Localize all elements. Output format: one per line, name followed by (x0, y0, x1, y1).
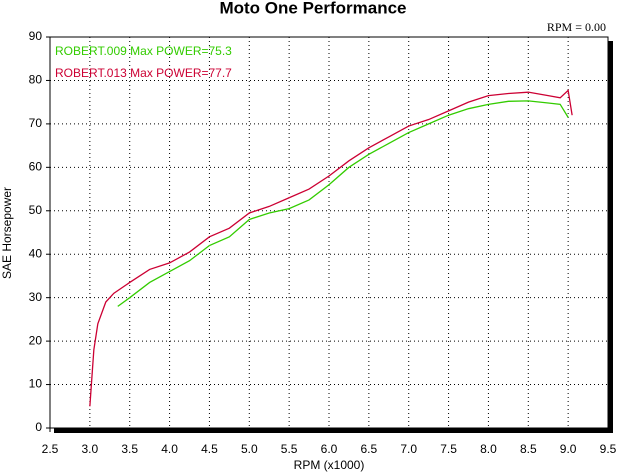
x-tick-label: 5.0 (241, 442, 258, 456)
y-axis-label: SAE Horsepower (0, 187, 14, 279)
x-tick-label: 8.5 (520, 442, 537, 456)
x-tick-label: 9.0 (560, 442, 577, 456)
legend-entry: ROBERT.009 Max POWER=75.3 (55, 44, 232, 58)
y-tick-label: 40 (29, 246, 43, 260)
y-tick-label: 30 (29, 290, 43, 304)
y-tick-label: 90 (29, 29, 43, 43)
x-tick-label: 7.5 (440, 442, 457, 456)
x-tick-label: 6.0 (321, 442, 338, 456)
frame-shadow (608, 41, 613, 433)
y-tick-label: 60 (29, 160, 43, 174)
x-tick-label: 7.0 (400, 442, 417, 456)
legend-entry: ROBERT.013 Max POWER=77.7 (55, 66, 232, 80)
x-tick-label: 5.5 (281, 442, 298, 456)
frame-shadow (54, 428, 613, 433)
y-tick-label: 10 (29, 377, 43, 391)
x-tick-label: 4.5 (201, 442, 218, 456)
y-tick-label: 50 (29, 203, 43, 217)
chart-title: Moto One Performance (219, 0, 406, 17)
x-tick-label: 3.0 (82, 442, 99, 456)
y-tick-label: 80 (29, 73, 43, 87)
x-tick-label: 3.5 (121, 442, 138, 456)
y-tick-label: 0 (35, 420, 42, 434)
x-tick-label: 6.5 (361, 442, 378, 456)
y-tick-label: 70 (29, 116, 43, 130)
x-axis-label: RPM (x1000) (294, 458, 365, 472)
x-tick-label: 2.5 (42, 442, 59, 456)
rpm-readout: RPM = 0.00 (547, 20, 606, 34)
plot-frame (49, 36, 609, 429)
series-line (117, 100, 569, 307)
y-tick-label: 20 (29, 333, 43, 347)
series-line (89, 89, 573, 407)
x-tick-label: 9.5 (600, 442, 617, 456)
x-tick-label: 4.0 (161, 442, 178, 456)
x-tick-label: 8.0 (480, 442, 497, 456)
